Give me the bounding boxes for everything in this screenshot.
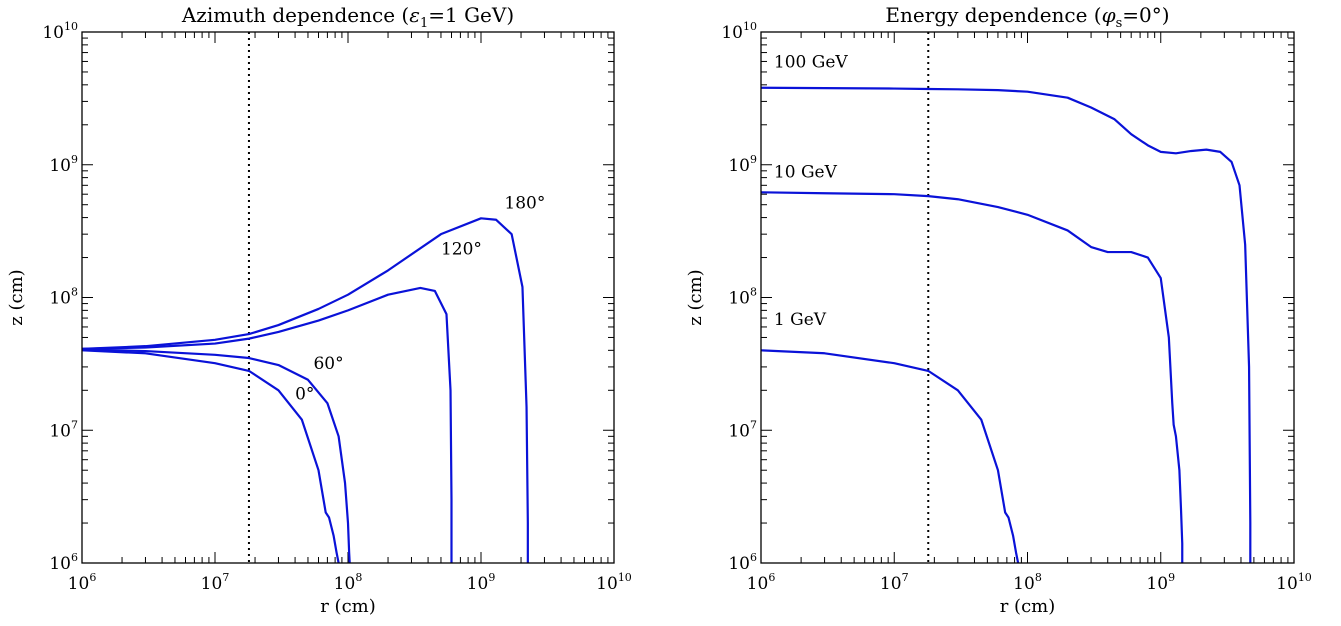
y-tick-label: 106 [728, 551, 757, 574]
series-line-1 [761, 349, 1020, 563]
x-axis-label: r (cm) [320, 596, 376, 617]
y-tick-label: 108 [49, 286, 78, 309]
series-label-1: 0° [295, 385, 314, 405]
series-line-2 [82, 348, 351, 563]
y-tick-label: 107 [49, 418, 78, 441]
y-tick-label: 1010 [42, 20, 78, 43]
chart-title: Energy dependence (φs=0°) [885, 3, 1169, 31]
x-tick-label: 106 [747, 571, 776, 594]
series-label-3: 100 GeV [774, 53, 848, 73]
series-line-4 [82, 217, 529, 563]
x-tick-label: 107 [880, 571, 909, 594]
x-tick-label: 107 [201, 571, 230, 594]
series-label-2: 60° [313, 354, 343, 374]
x-axis-label: r (cm) [1000, 596, 1056, 617]
series-line-3 [761, 86, 1252, 563]
series-line-3 [82, 286, 453, 563]
x-tick-label: 108 [1013, 571, 1042, 594]
series-line-2 [761, 191, 1184, 563]
plot-frame [760, 31, 1295, 564]
series-group [761, 86, 1252, 563]
series-group [82, 217, 529, 563]
series-line-1 [82, 349, 340, 563]
plot-frame [81, 31, 615, 564]
x-tick-label: 1010 [1276, 571, 1312, 594]
y-tick-label: 1010 [721, 20, 757, 43]
x-tick-label: 1010 [596, 571, 632, 594]
chart-title: Azimuth dependence (ε1=1 GeV) [181, 3, 514, 31]
y-axis-label: z (cm) [685, 269, 706, 325]
y-tick-label: 109 [49, 153, 78, 176]
y-tick-label: 106 [49, 551, 78, 574]
series-label-1: 1 GeV [774, 310, 827, 330]
y-axis-label: z (cm) [6, 269, 27, 325]
y-tick-label: 107 [728, 418, 757, 441]
x-tick-label: 108 [334, 571, 363, 594]
series-label-2: 10 GeV [774, 163, 838, 183]
x-tick-label: 109 [467, 571, 496, 594]
y-tick-label: 108 [728, 286, 757, 309]
chart-panel-1: 0° 60° 120° 180° 106 107 108 109 1010 106 107 108 10… [6, 3, 632, 617]
x-tick-label: 109 [1146, 571, 1175, 594]
y-tick-label: 109 [728, 153, 757, 176]
series-label-3: 120° [441, 240, 482, 260]
x-tick-label: 106 [68, 571, 97, 594]
chart-panel-2: 1 GeV 10 GeV 100 GeV 106 107 108 109 1010 106 107… [685, 3, 1312, 617]
series-label-4: 180° [504, 193, 545, 213]
